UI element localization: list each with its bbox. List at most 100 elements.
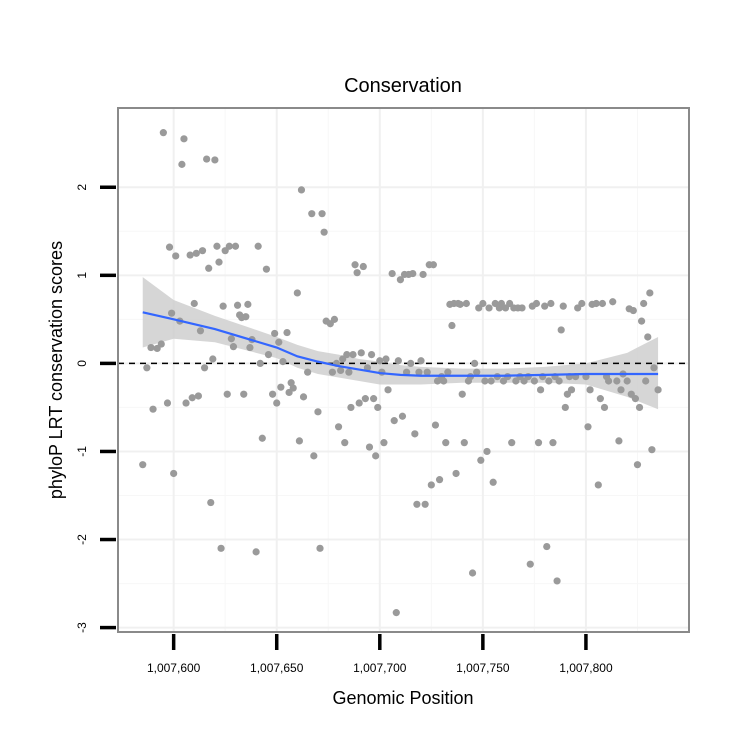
data-point bbox=[172, 252, 180, 260]
data-point bbox=[347, 403, 355, 412]
data-point bbox=[289, 384, 297, 392]
data-point bbox=[435, 476, 444, 484]
data-point bbox=[396, 276, 405, 284]
data-point bbox=[380, 439, 388, 447]
data-point bbox=[431, 421, 440, 429]
data-point bbox=[320, 228, 328, 236]
data-point bbox=[374, 403, 382, 412]
y-tick-label: -2 bbox=[75, 534, 89, 545]
data-point bbox=[283, 328, 291, 337]
data-point bbox=[409, 269, 417, 278]
data-point bbox=[417, 357, 425, 365]
data-point bbox=[271, 329, 279, 338]
y-axis: 2 1 0 -1 -2 -3 bbox=[75, 184, 116, 633]
plot-border bbox=[117, 107, 690, 633]
data-point bbox=[252, 548, 260, 556]
data-point bbox=[473, 368, 481, 376]
data-point bbox=[188, 394, 196, 402]
data-point bbox=[419, 270, 427, 279]
data-point bbox=[349, 350, 357, 359]
smooth-trend-line bbox=[142, 311, 659, 377]
data-point bbox=[596, 395, 604, 403]
data-point bbox=[143, 364, 151, 372]
data-point bbox=[444, 368, 452, 376]
data-point bbox=[547, 299, 555, 308]
x-tick-label: 1,007,700 bbox=[353, 661, 407, 675]
data-point bbox=[654, 386, 662, 394]
data-point bbox=[427, 481, 435, 489]
data-point bbox=[351, 261, 359, 269]
data-point bbox=[452, 469, 460, 478]
data-point bbox=[398, 412, 407, 420]
data-point bbox=[240, 390, 248, 398]
data-point bbox=[190, 299, 198, 308]
data-point bbox=[277, 383, 285, 391]
data-point bbox=[642, 377, 650, 385]
data-point bbox=[330, 315, 339, 323]
data-point bbox=[275, 338, 283, 346]
x-axis: 1,007,600 1,007,650 1,007,700 1,007,750 1,00… bbox=[147, 634, 613, 675]
x-tick-label: 1,007,800 bbox=[559, 661, 613, 675]
chart-title: Conservation bbox=[344, 75, 462, 97]
data-point bbox=[483, 447, 491, 456]
data-point bbox=[567, 386, 576, 394]
data-point bbox=[468, 569, 477, 577]
y-tick-label: 1 bbox=[75, 272, 89, 279]
y-tick-label: 0 bbox=[75, 360, 89, 367]
data-point bbox=[372, 452, 380, 460]
data-point bbox=[411, 430, 419, 438]
data-point bbox=[631, 395, 640, 403]
y-tick-label: -1 bbox=[75, 446, 89, 457]
data-point bbox=[314, 408, 322, 416]
data-point bbox=[194, 392, 202, 400]
data-point bbox=[617, 386, 625, 394]
data-point bbox=[308, 210, 316, 218]
data-point bbox=[390, 417, 398, 425]
data-points bbox=[139, 129, 662, 617]
data-point bbox=[186, 251, 194, 259]
data-point bbox=[584, 423, 592, 431]
data-point bbox=[518, 304, 526, 312]
data-point bbox=[553, 577, 561, 585]
data-point bbox=[225, 242, 233, 250]
data-point bbox=[421, 500, 429, 508]
data-point bbox=[318, 210, 326, 218]
data-point bbox=[605, 377, 613, 385]
data-point bbox=[328, 368, 336, 376]
data-point bbox=[246, 343, 254, 352]
data-point bbox=[635, 403, 644, 412]
data-point bbox=[334, 423, 343, 431]
data-point bbox=[211, 156, 219, 164]
data-point bbox=[219, 302, 227, 310]
data-point bbox=[244, 300, 252, 308]
data-point bbox=[644, 333, 652, 341]
data-point bbox=[460, 439, 468, 447]
data-point bbox=[223, 390, 231, 398]
data-point bbox=[341, 439, 349, 447]
data-point bbox=[471, 359, 479, 367]
data-point bbox=[293, 289, 301, 297]
data-point bbox=[640, 299, 648, 308]
data-point bbox=[355, 399, 363, 407]
data-point bbox=[365, 443, 374, 451]
data-point bbox=[178, 160, 186, 168]
data-point bbox=[227, 335, 235, 343]
data-point bbox=[264, 350, 273, 359]
data-point bbox=[392, 609, 400, 617]
data-point bbox=[555, 377, 563, 385]
data-point bbox=[217, 544, 225, 552]
data-point bbox=[462, 299, 470, 308]
data-point bbox=[485, 304, 493, 312]
data-point bbox=[532, 299, 541, 308]
data-point bbox=[594, 481, 602, 489]
data-point bbox=[345, 368, 353, 376]
data-point bbox=[139, 461, 147, 469]
data-point bbox=[367, 350, 376, 359]
data-point bbox=[295, 437, 304, 445]
data-point bbox=[442, 439, 450, 447]
data-point bbox=[456, 300, 464, 308]
data-point bbox=[541, 302, 549, 310]
data-point bbox=[231, 242, 240, 250]
data-point bbox=[316, 544, 324, 552]
